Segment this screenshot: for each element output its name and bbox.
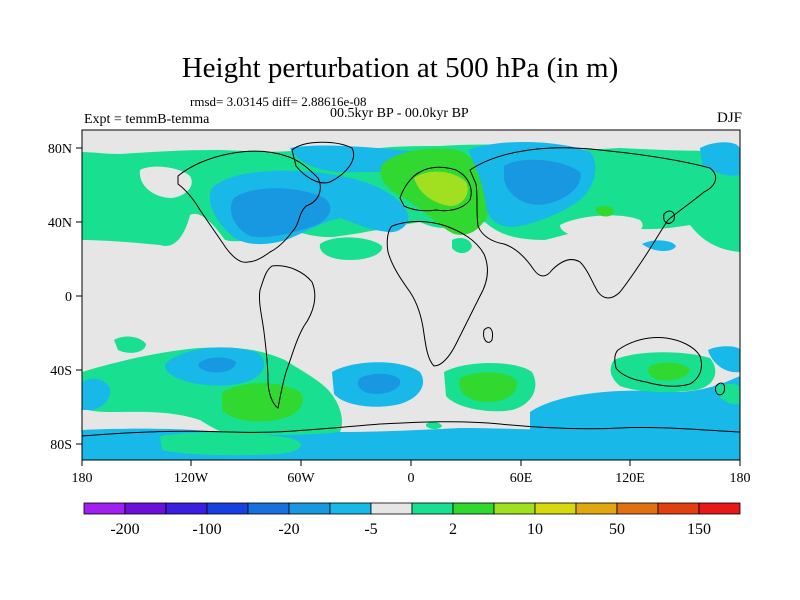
lon-tick-label: 60W [287,471,315,486]
field-region-south-pacific-band [82,347,342,447]
lon-tick-label: 180 [730,471,751,486]
colorbar: -200 -100 -20 -5 2 10 50 150 [83,502,741,538]
lat-tick-80n: 80N [48,142,82,157]
coastlines [82,141,740,437]
colorbar-label: -200 [110,521,139,538]
colorbar-label: 10 [527,521,543,538]
field-region-australia-core [648,362,690,381]
field-region-west-africa [452,238,472,254]
coastline-japan [663,210,675,224]
lat-tick-label: 80S [50,438,72,453]
field-region-central-asia-small [596,205,614,217]
colorbar-label: -100 [192,521,221,538]
field-region-north-pacific-east [700,142,740,176]
colorbar-label: 150 [687,521,711,538]
map-title: Height perturbation at 500 hPa (in m) [181,52,619,84]
lat-tick-label: 80N [48,142,72,157]
field-region-southwest-pacific [82,378,111,410]
lon-tick-60e: 60E [510,460,533,486]
colorbar-label: -5 [364,521,377,538]
coastline-asia [469,147,717,299]
colorbar-swatch [370,502,413,515]
colorbar-swatch [575,502,618,515]
field-region-south-atlantic-core [357,373,401,394]
field-region-south-indian-west-core [459,372,517,402]
colorbar-swatch [329,502,372,515]
field-gap-central-asia [560,215,643,239]
stats-line: rmsd= 3.03145 diff= 2.88616e-08 [190,94,367,109]
field-gap-pacific [139,166,192,198]
colorbar-swatch [698,502,741,515]
colorbar-swatch [206,502,249,515]
lat-tick-80s: 80S [50,438,82,453]
colorbar-label: 50 [609,521,625,538]
coastline-australia [614,337,703,387]
field-region-antarctic-green [160,432,301,456]
colorbar-swatch [411,502,454,515]
lat-tick-40n: 40N [48,216,82,231]
coastline-madagascar [483,327,493,343]
lon-tick-label: 180 [72,471,93,486]
coastline-greenland [291,141,354,184]
field-region-southeast-pacific [708,346,740,373]
longitude-axis: 180 120W 60W 0 60E 120E 180 [72,460,751,486]
lat-tick-label: 0 [65,290,72,305]
season-label: DJF [716,110,742,126]
colorbar-swatch [83,502,126,515]
field-region-europe-core [414,171,468,206]
coastline-south-america [259,265,316,409]
field-layer [82,130,740,460]
colorbar-swatch [247,502,290,515]
colorbar-swatch [124,502,167,515]
lon-tick-label: 120E [615,471,645,486]
colorbar-swatch [452,502,495,515]
field-region-atlantic-tropics [319,237,383,260]
field-region-siberia-core [504,159,581,205]
lon-tick-180e: 180 [730,460,751,486]
lon-tick-120e: 120E [615,460,645,486]
coastline-africa [386,221,488,367]
lon-tick-label: 0 [408,471,415,486]
lon-tick-120w: 120W [174,460,209,486]
field-region-southern-ocean-green [222,383,303,422]
colorbar-swatch [165,502,208,515]
lon-tick-label: 60E [510,471,533,486]
field-region-north-america-core [230,188,331,238]
coastline-north-america [177,150,321,263]
coastline-europe [399,166,472,212]
latitude-axis: 80N 40N 0 40S 80S [48,142,82,453]
field-region-south-small-green [426,421,442,429]
lon-tick-0: 0 [408,460,415,486]
colorbar-swatch [493,502,536,515]
lon-tick-180w: 180 [72,460,93,486]
lat-tick-label: 40N [48,216,72,231]
lat-tick-0: 0 [65,290,82,305]
lat-tick-40s: 40S [50,364,82,379]
field-region-southeast-pacific-small [716,383,740,405]
lat-tick-label: 40S [50,364,72,379]
colorbar-swatch [657,502,700,515]
colorbar-label: -20 [278,521,299,538]
colorbar-swatch [616,502,659,515]
coastline-new-zealand [715,382,725,396]
experiment-label: Expt = temmB-temma [84,112,210,127]
lon-tick-label: 120W [174,471,209,486]
field-region-south-pacific-core [198,357,236,373]
lon-tick-60w: 60W [287,460,315,486]
colorbar-swatch [534,502,577,515]
colorbar-label: 2 [449,521,457,538]
period-label: 00.5kyr BP - 00.0kyr BP [330,106,469,121]
coastline-antarctica [82,421,740,437]
colorbar-swatch [288,502,331,515]
field-region-southern-ocean [530,376,740,445]
field-region-east-pacific-small [114,336,146,353]
